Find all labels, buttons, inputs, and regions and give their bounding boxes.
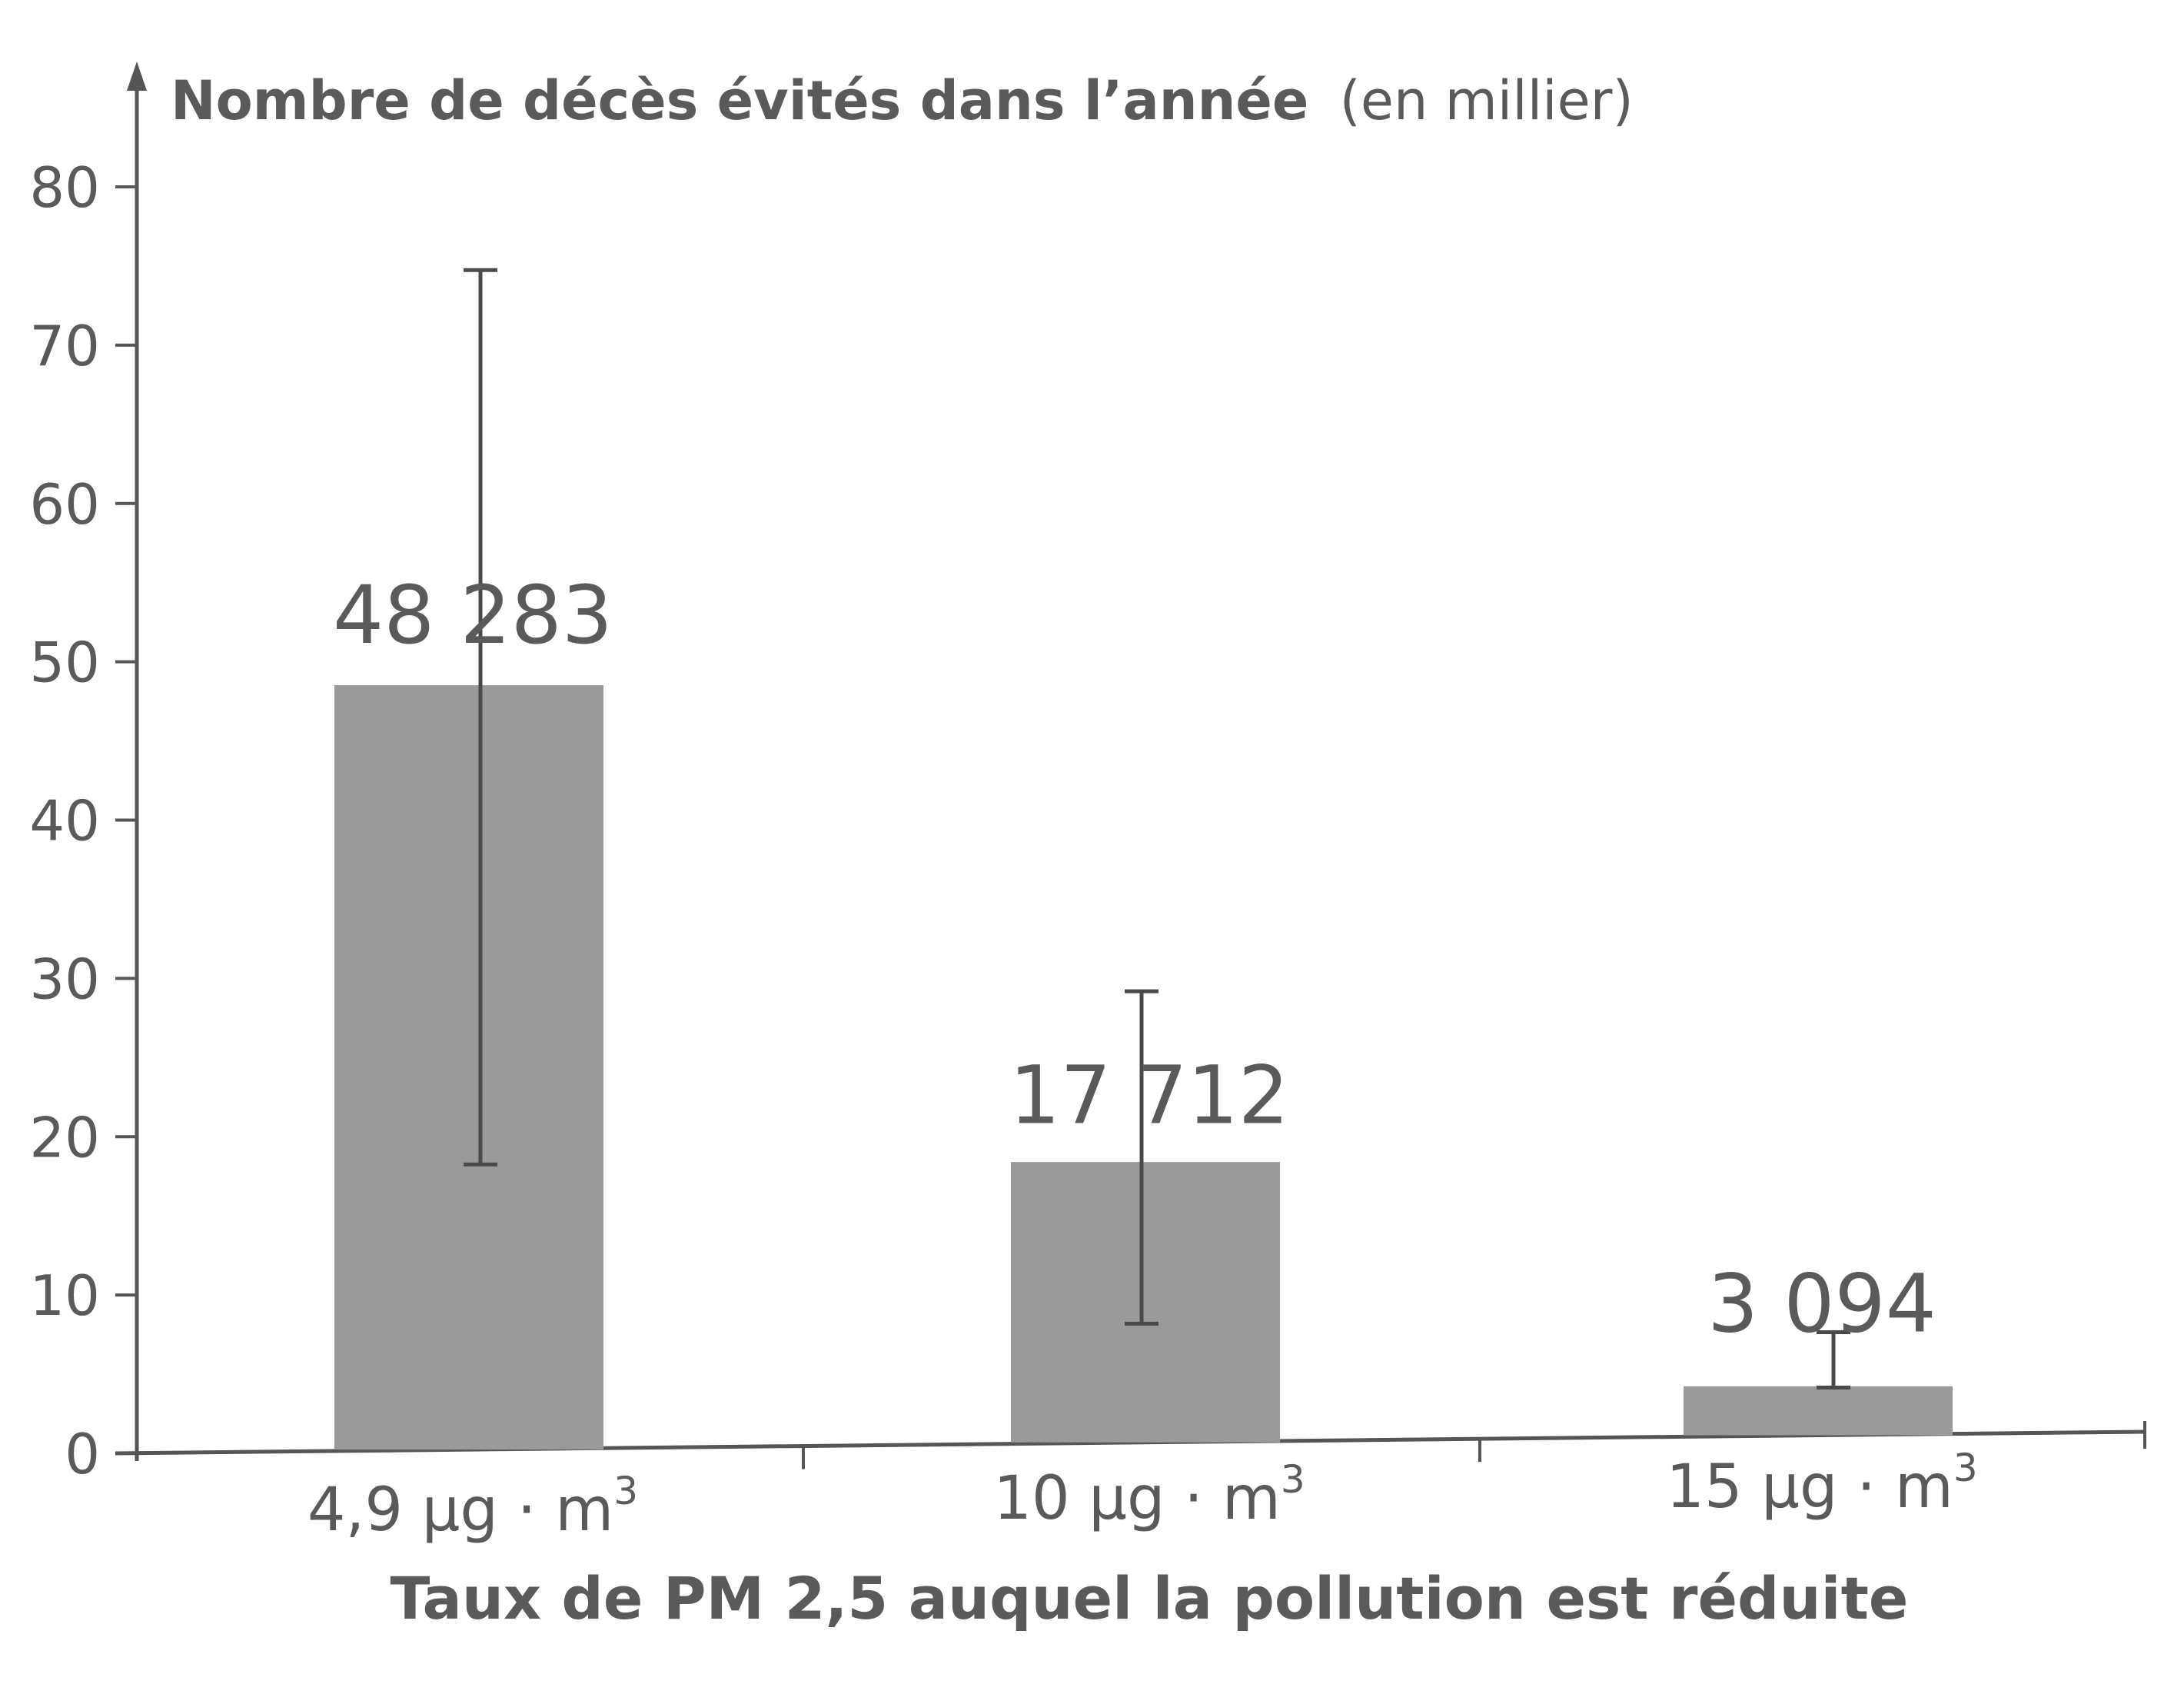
y-axis-arrow-icon: [127, 62, 147, 91]
y-axis-title-unit: (en millier): [1340, 69, 1634, 132]
axes: 0 10 20 30 40 50 60 70 80: [29, 62, 2146, 1486]
category-label: 10 µg · m3: [993, 1457, 1305, 1533]
y-tick-label: 70: [29, 314, 100, 378]
error-bars: [464, 268, 1850, 1390]
error-bar: [1125, 989, 1158, 1326]
y-axis-title-main: Nombre de décès évités dans l’année: [171, 69, 1308, 132]
error-bar: [1817, 1330, 1850, 1390]
y-tick-label: 10: [29, 1263, 100, 1328]
data-label: 3 094: [1707, 1256, 1936, 1350]
y-tick-label: 80: [29, 155, 100, 220]
labels: 48 283 17 712 3 094 4,9 µg · m3 10 µg · m3 15…: [307, 568, 1978, 1545]
bars: [334, 685, 1953, 1450]
data-label: 17 712: [1009, 1048, 1289, 1142]
category-label: 15 µg · m3: [1666, 1446, 1977, 1522]
bar: [1684, 1386, 1953, 1436]
y-tick-label: 50: [29, 631, 100, 695]
data-label: 48 283: [333, 568, 613, 662]
x-axis-title: Taux de PM 2,5 auquel la pollution est r…: [391, 1564, 1909, 1632]
y-tick-label: 0: [65, 1422, 100, 1486]
category-label: 4,9 µg · m3: [307, 1469, 638, 1545]
y-tick-label: 20: [29, 1105, 100, 1170]
y-tick-label: 60: [29, 472, 100, 537]
error-bar: [464, 268, 497, 1167]
y-tick-label: 40: [29, 789, 100, 854]
x-axis-line: [115, 1429, 2146, 1456]
bar: [334, 685, 603, 1450]
bar: [1011, 1162, 1280, 1443]
y-tick-label: 30: [29, 947, 100, 1011]
y-axis-title: Nombre de décès évités dans l’année (en …: [171, 69, 1634, 132]
